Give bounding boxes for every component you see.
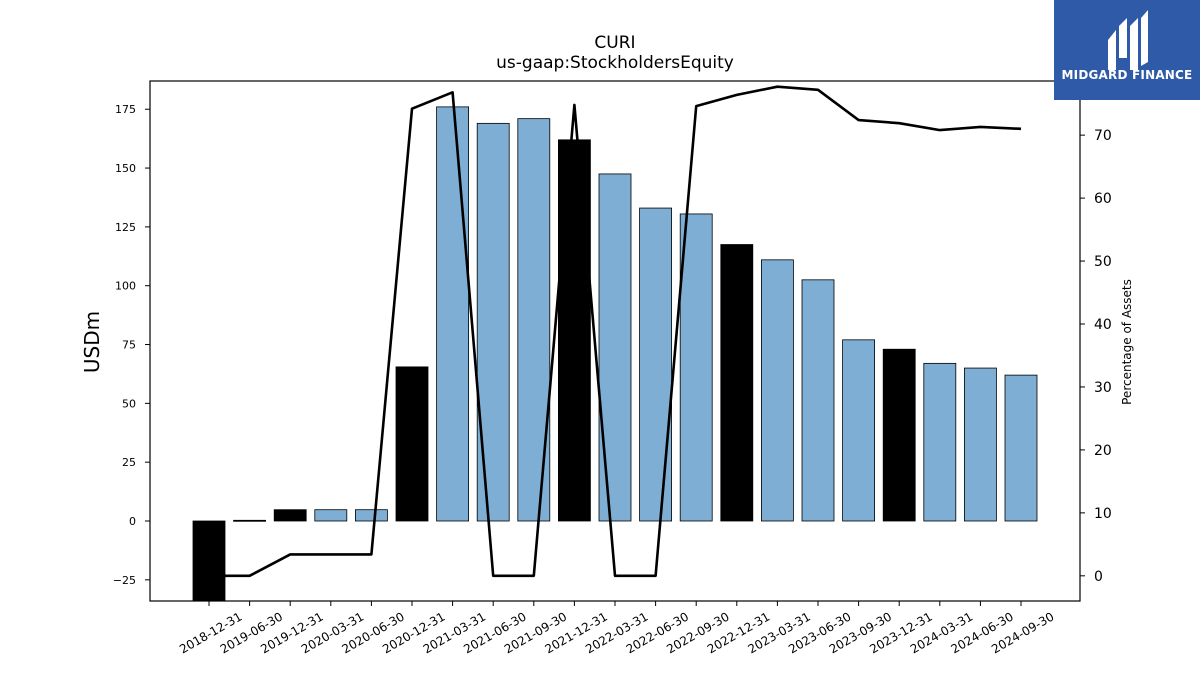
bar-2023-09-30 [842,339,875,522]
bar-2022-03-31 [598,173,632,522]
y2-tick-label: 50 [1094,254,1112,270]
bar-2022-09-30 [679,213,713,522]
bar-2018-12-31 [192,520,226,602]
logo-mark-icon [1108,10,1148,70]
y-tick-label: 125 [115,221,136,234]
chart-title: CURI [594,33,635,53]
line-group [209,85,1022,578]
bar-2022-12-31 [720,244,754,522]
bars-group [192,106,1038,602]
brand-logo: MIDGARD FINANCE [1054,0,1200,100]
bar-2022-06-30 [639,207,672,522]
bar-2020-06-30 [354,509,388,522]
bar-2023-06-30 [801,279,835,522]
bar-2021-06-30 [476,122,510,522]
y2-tick-label: 70 [1094,128,1112,144]
y-tick-label: −25 [113,574,136,587]
y-tick-label: 50 [122,397,136,410]
bar-2023-12-31 [882,348,916,522]
y2-tick-label: 10 [1094,506,1112,522]
bar-2021-03-31 [436,106,470,522]
y-tick-label: 0 [129,515,136,528]
y-tick-label: 150 [115,162,136,175]
bar-2020-12-31 [395,366,429,522]
bar-2024-06-30 [964,367,997,522]
y2-axis-label: Percentage of Assets [1120,279,1134,405]
y-tick-label: 100 [115,280,136,293]
bar-2023-03-31 [761,259,794,522]
bar-2021-12-31 [558,139,591,522]
percentage-of-assets-line [209,85,1022,578]
y2-tick-label: 30 [1094,380,1112,396]
y-tick-label: 75 [122,339,136,352]
y2-tick-label: 0 [1094,569,1103,585]
y2-tick-label: 20 [1094,443,1112,459]
y2-tick-label: 40 [1094,317,1112,333]
y2-tick-label: 60 [1094,191,1112,207]
bar-2019-12-31 [273,509,307,522]
bar-2024-03-31 [923,362,957,522]
chart-subtitle: us-gaap:StockholdersEquity [496,53,734,73]
bar-2024-09-30 [1004,374,1038,522]
y-tick-label: 25 [122,456,136,469]
y-axis-label: USDm [80,311,104,373]
logo-text: MIDGARD FINANCE [1061,68,1193,82]
bar-2020-03-31 [314,509,348,522]
y-tick-label: 175 [115,103,136,116]
bar-2019-06-30 [233,519,267,522]
